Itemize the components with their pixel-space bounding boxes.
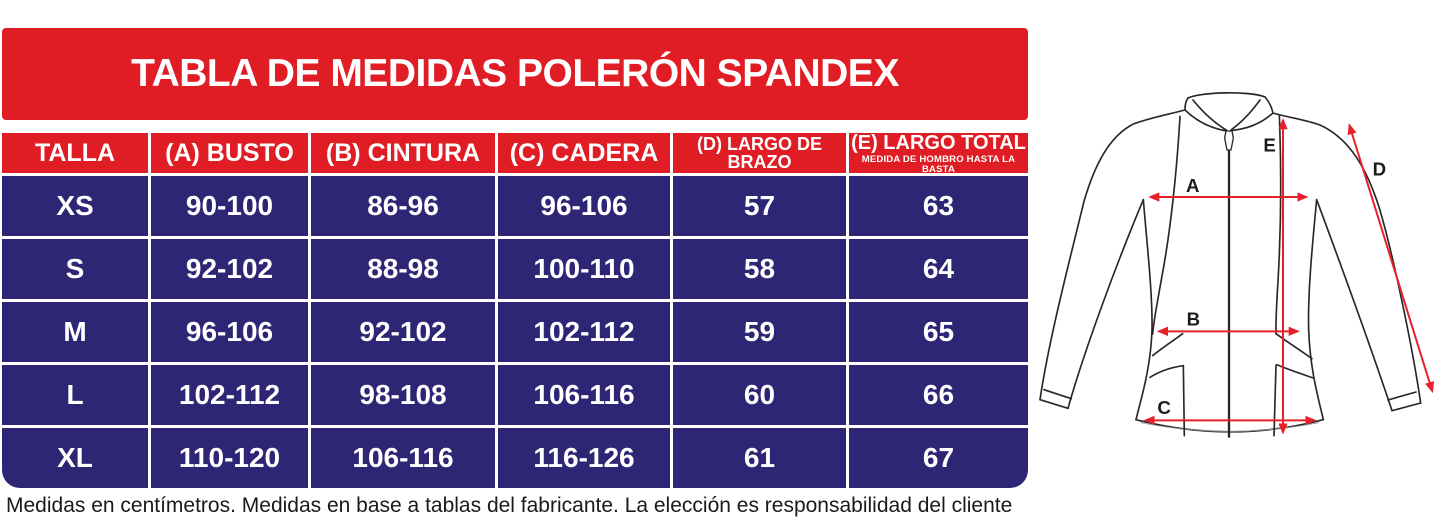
header-cell-largo-brazo: (D) LARGO DE BRAZO [673,133,846,173]
cell-busto: 90-100 [151,176,308,236]
cell-talla: XS [2,176,148,236]
page-title: TABLA DE MEDIDAS POLERÓN SPANDEX [131,52,899,95]
header-largo-total-subtitle: MEDIDA DE HOMBRO HASTA LA BASTA [861,154,1016,175]
cell-largo-total: 63 [849,176,1028,236]
header-cell-cintura: (B) CINTURA [311,133,495,173]
measure-arrow-d [1347,123,1435,394]
cell-largo-brazo: 60 [673,365,846,425]
cell-largo-brazo: 58 [673,239,846,299]
cell-largo-total: 65 [849,302,1028,362]
cell-cintura: 98-108 [311,365,495,425]
cell-cintura: 86-96 [311,176,495,236]
cell-largo-brazo: 59 [673,302,846,362]
cell-largo-brazo: 57 [673,176,846,236]
label-c: C [1157,397,1170,418]
label-d: D [1373,158,1386,179]
header-largo-total-label: (E) LARGO TOTAL [851,132,1026,155]
cell-largo-total: 67 [849,428,1028,488]
cell-busto: 92-102 [151,239,308,299]
cell-cintura: 92-102 [311,302,495,362]
cell-cadera: 100-110 [498,239,670,299]
jacket-diagram: A B C D E [1039,92,1435,438]
zipper-pull [1224,130,1234,151]
cell-busto: 110-120 [151,428,308,488]
cell-talla: XL [2,428,148,488]
header-cell-largo-total: (E) LARGO TOTAL MEDIDA DE HOMBRO HASTA L… [849,132,1028,175]
label-a: A [1186,175,1199,196]
cell-largo-brazo: 61 [673,428,846,488]
cell-busto: 102-112 [151,365,308,425]
cell-cintura: 88-98 [311,239,495,299]
cell-cadera: 106-116 [498,365,670,425]
cell-talla: L [2,365,148,425]
label-e: E [1263,134,1275,155]
jacket-outline-drawing [1039,92,1422,438]
cell-cintura: 106-116 [311,428,495,488]
header-cell-talla: TALLA [2,133,148,173]
measurement-arrows [1143,118,1435,435]
cell-cadera: 102-112 [498,302,670,362]
title-banner: TABLA DE MEDIDAS POLERÓN SPANDEX [2,28,1028,120]
cell-largo-total: 66 [849,365,1028,425]
cell-cadera: 116-126 [498,428,670,488]
size-table: TALLA (A) BUSTO (B) CINTURA (C) CADERA (… [2,133,1028,488]
cell-largo-total: 64 [849,239,1028,299]
header-cell-cadera: (C) CADERA [498,133,670,173]
measurement-disclaimer: Medidas en centímetros. Medidas en base … [6,494,1013,517]
cell-talla: M [2,302,148,362]
cell-cadera: 96-106 [498,176,670,236]
header-cell-busto: (A) BUSTO [151,133,308,173]
cell-busto: 96-106 [151,302,308,362]
label-b: B [1187,308,1200,329]
cell-talla: S [2,239,148,299]
